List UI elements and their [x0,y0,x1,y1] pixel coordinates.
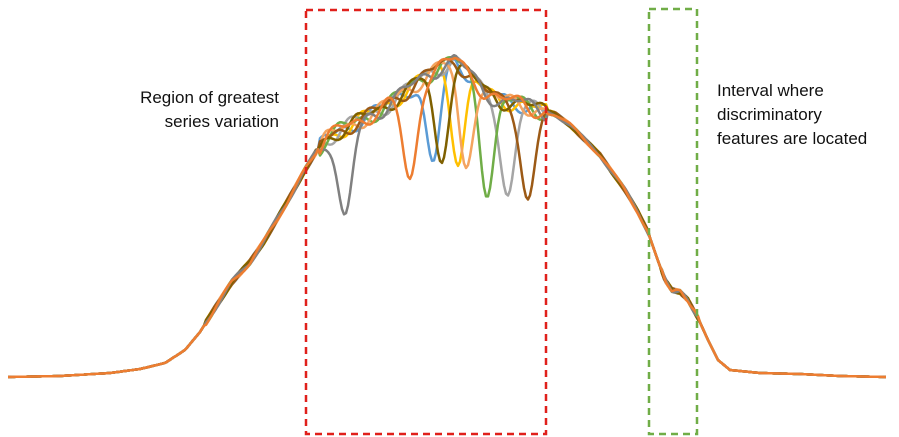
discriminatory-interval-box [647,7,699,436]
series-variation-label: Region of greatest series variation [140,86,279,134]
discriminatory-interval-label-line-3: features are located [717,129,868,148]
series-variation-label-line-2: series variation [164,112,279,131]
discriminatory-interval-label: Interval where discriminatory features a… [717,79,867,151]
spectral-series-group [8,53,886,379]
discriminatory-interval-label-line-1: Interval where [717,81,824,100]
discriminatory-interval-label-line-2: discriminatory [717,105,822,124]
spectral-series-line [8,57,886,379]
series-variation-region-box [304,8,548,436]
series-variation-label-line-1: Region of greatest [140,88,279,107]
